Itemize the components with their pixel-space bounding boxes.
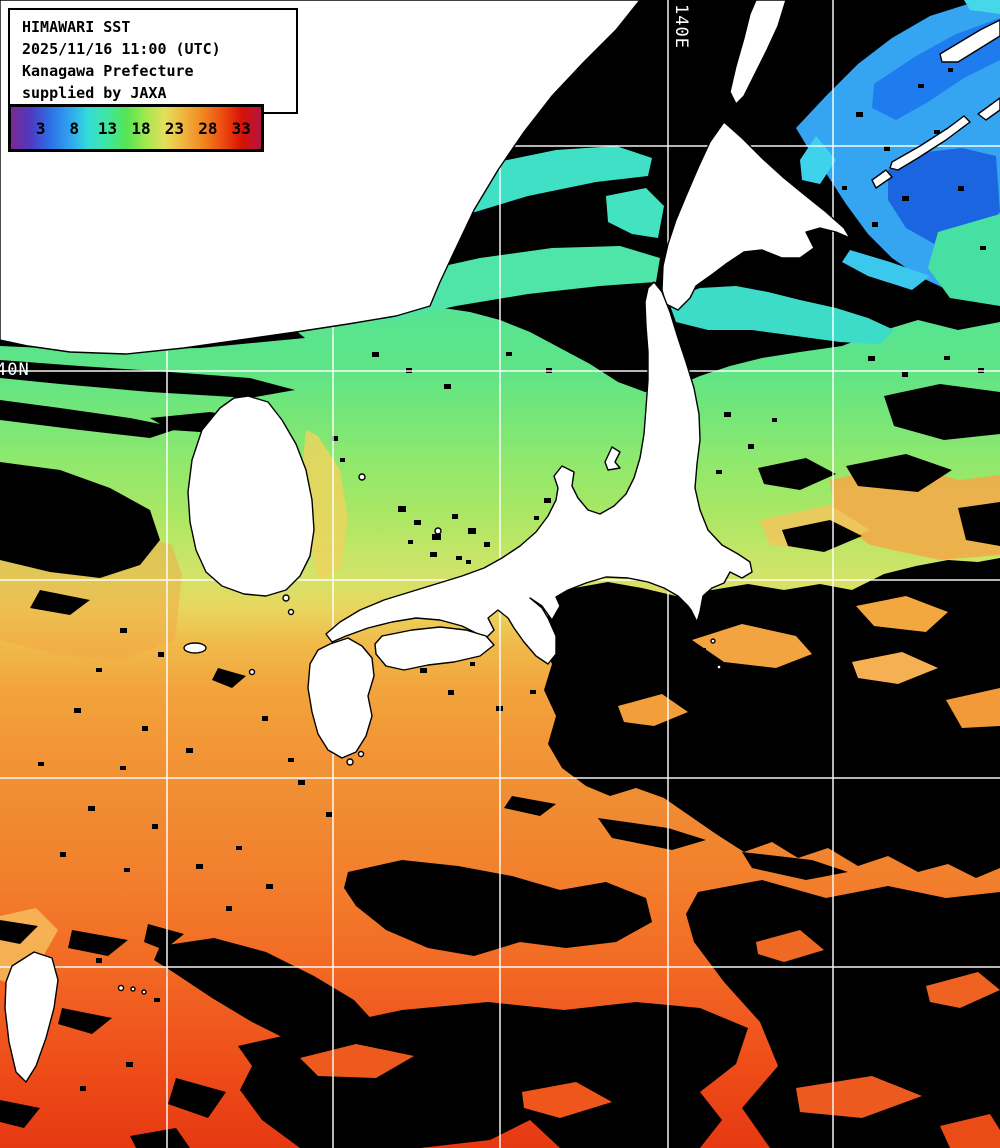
land-kuril-4 (977, 97, 1000, 121)
land-tsushima-2 (287, 608, 295, 616)
header-region: Kanagawa Prefecture (22, 62, 194, 80)
land-islet-3 (117, 984, 125, 992)
colorbar-label: 3 (35, 118, 46, 138)
cloud-gaps-warm (300, 596, 1000, 1148)
header-datetime: 2025/11/16 11:00 (UTC) (22, 40, 221, 58)
land-sado (604, 446, 621, 471)
lake-towada (694, 329, 700, 335)
land-islet-2 (357, 750, 365, 758)
land-taiwan (4, 951, 59, 1083)
land-kuril-3 (939, 19, 1000, 63)
land-goto (248, 668, 256, 676)
land-sakhalin (729, 0, 787, 105)
colorbar-label: 13 (97, 118, 118, 138)
colorbar-label: 23 (164, 118, 185, 138)
land-korea (187, 395, 315, 597)
land-ulleungdo (358, 473, 366, 481)
header-attribution: supplied by JAXA (22, 84, 167, 102)
land-shikoku (374, 626, 495, 671)
land-izu-island-1 (710, 638, 716, 644)
land-kuril-2 (871, 169, 893, 189)
colorbar-label: 28 (198, 118, 218, 138)
land-tsushima-1 (282, 594, 290, 602)
colorbar-label: 33 (231, 118, 251, 138)
land-islet-5 (141, 989, 147, 995)
header-title: HIMAWARI SST (22, 18, 131, 36)
land-islet-1 (346, 758, 354, 766)
header-box: HIMAWARI SST 2025/11/16 11:00 (UTC) Kana… (8, 8, 298, 114)
land-islet-4 (130, 986, 136, 992)
colorbar-label: 8 (69, 118, 79, 138)
land-honshu (325, 281, 753, 665)
land-izu-island-2 (716, 664, 722, 670)
colorbar-label: 18 (131, 118, 151, 138)
land-jeju (183, 642, 207, 654)
land-hokkaido (661, 121, 851, 311)
colorbar: 3 8 13 18 23 28 33 (8, 104, 264, 152)
colorbar-labels: 3 8 13 18 23 28 33 (11, 107, 261, 149)
land-kuril-1 (889, 115, 971, 171)
colorbar-gradient (11, 107, 261, 149)
land-oki (434, 527, 442, 535)
lat-label-40n: 40N (0, 360, 30, 380)
land-kyushu (307, 637, 375, 759)
lon-label-140e: 140E (671, 4, 691, 49)
